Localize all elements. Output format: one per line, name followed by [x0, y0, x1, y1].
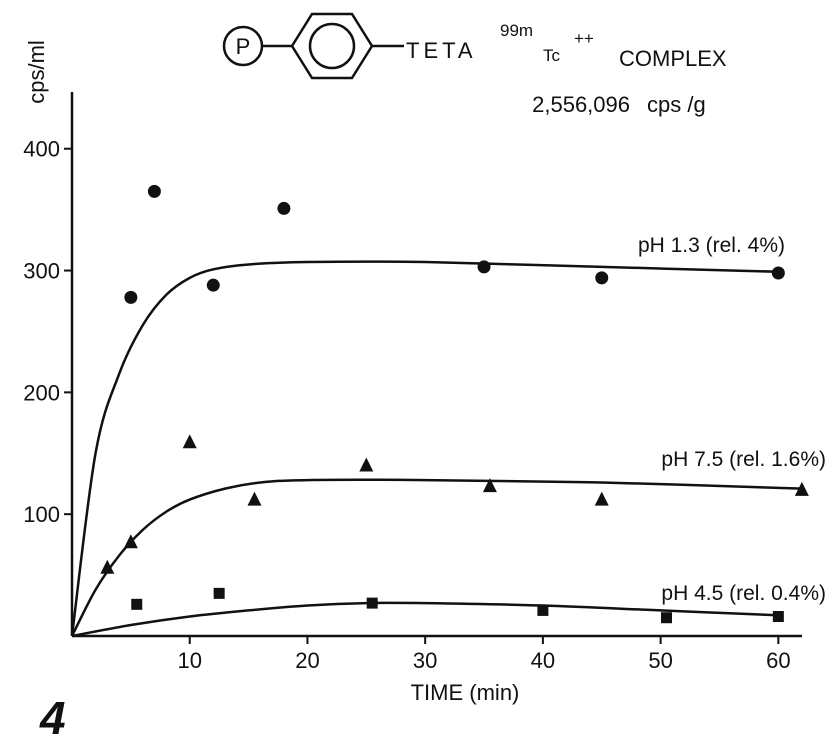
- data-point-triangle: [182, 434, 197, 449]
- series-curve: [70, 478, 802, 637]
- data-point-triangle: [247, 491, 262, 506]
- data-point-triangle: [100, 559, 115, 574]
- x-tick-label: 10: [177, 648, 201, 673]
- data-point-circle: [147, 184, 161, 198]
- data-point-circle: [595, 271, 609, 285]
- data-point-triangle: [594, 491, 609, 506]
- y-axis-label: cps/ml: [24, 40, 49, 104]
- header-tc: Tc: [543, 46, 561, 65]
- data-point-circle: [771, 266, 785, 280]
- x-tick-label: 20: [295, 648, 319, 673]
- header-activity-unit: cps /g: [647, 92, 706, 117]
- header-charge-sup: ++: [574, 29, 594, 48]
- header-isotope-sup: 99m: [500, 21, 533, 40]
- data-point-circle: [124, 290, 138, 304]
- x-axis-label: TIME (min): [411, 680, 520, 705]
- data-point-circle: [477, 260, 491, 274]
- y-tick-label: 200: [23, 380, 60, 405]
- y-tick-label: 100: [23, 502, 60, 527]
- data-point-square: [537, 604, 549, 616]
- x-tick-label: 40: [531, 648, 555, 673]
- data-point-square: [772, 611, 784, 623]
- data-point-square: [366, 597, 378, 609]
- data-point-triangle: [482, 478, 497, 493]
- y-tick-label: 300: [23, 259, 60, 284]
- y-tick-label: 400: [23, 137, 60, 162]
- structure-diagram: P: [222, 12, 404, 80]
- header-complex: COMPLEX: [619, 46, 727, 71]
- series-curve: [70, 260, 779, 637]
- series-label: pH 4.5 (rel. 0.4%): [661, 582, 826, 605]
- benzene-inner-circle: [308, 22, 356, 70]
- x-tick-label: 50: [648, 648, 672, 673]
- data-point-triangle: [794, 481, 809, 496]
- series-label: pH 1.3 (rel. 4%): [638, 234, 785, 257]
- header-activity: 2,556,096: [532, 92, 630, 117]
- x-tick-label: 60: [766, 648, 790, 673]
- figure-number-fragment: 4: [39, 692, 66, 737]
- series-curve: [71, 601, 779, 638]
- data-point-square: [213, 587, 225, 599]
- data-point-triangle: [123, 534, 138, 549]
- x-tick-label: 30: [413, 648, 437, 673]
- series-label: pH 7.5 (rel. 1.6%): [661, 448, 826, 471]
- structure-letter: P: [236, 34, 251, 59]
- data-point-triangle: [359, 457, 374, 472]
- data-point-circle: [277, 201, 291, 215]
- data-point-circle: [206, 278, 220, 292]
- data-point-square: [131, 598, 143, 610]
- header-teta: TETA: [406, 38, 477, 63]
- data-point-square: [661, 612, 673, 624]
